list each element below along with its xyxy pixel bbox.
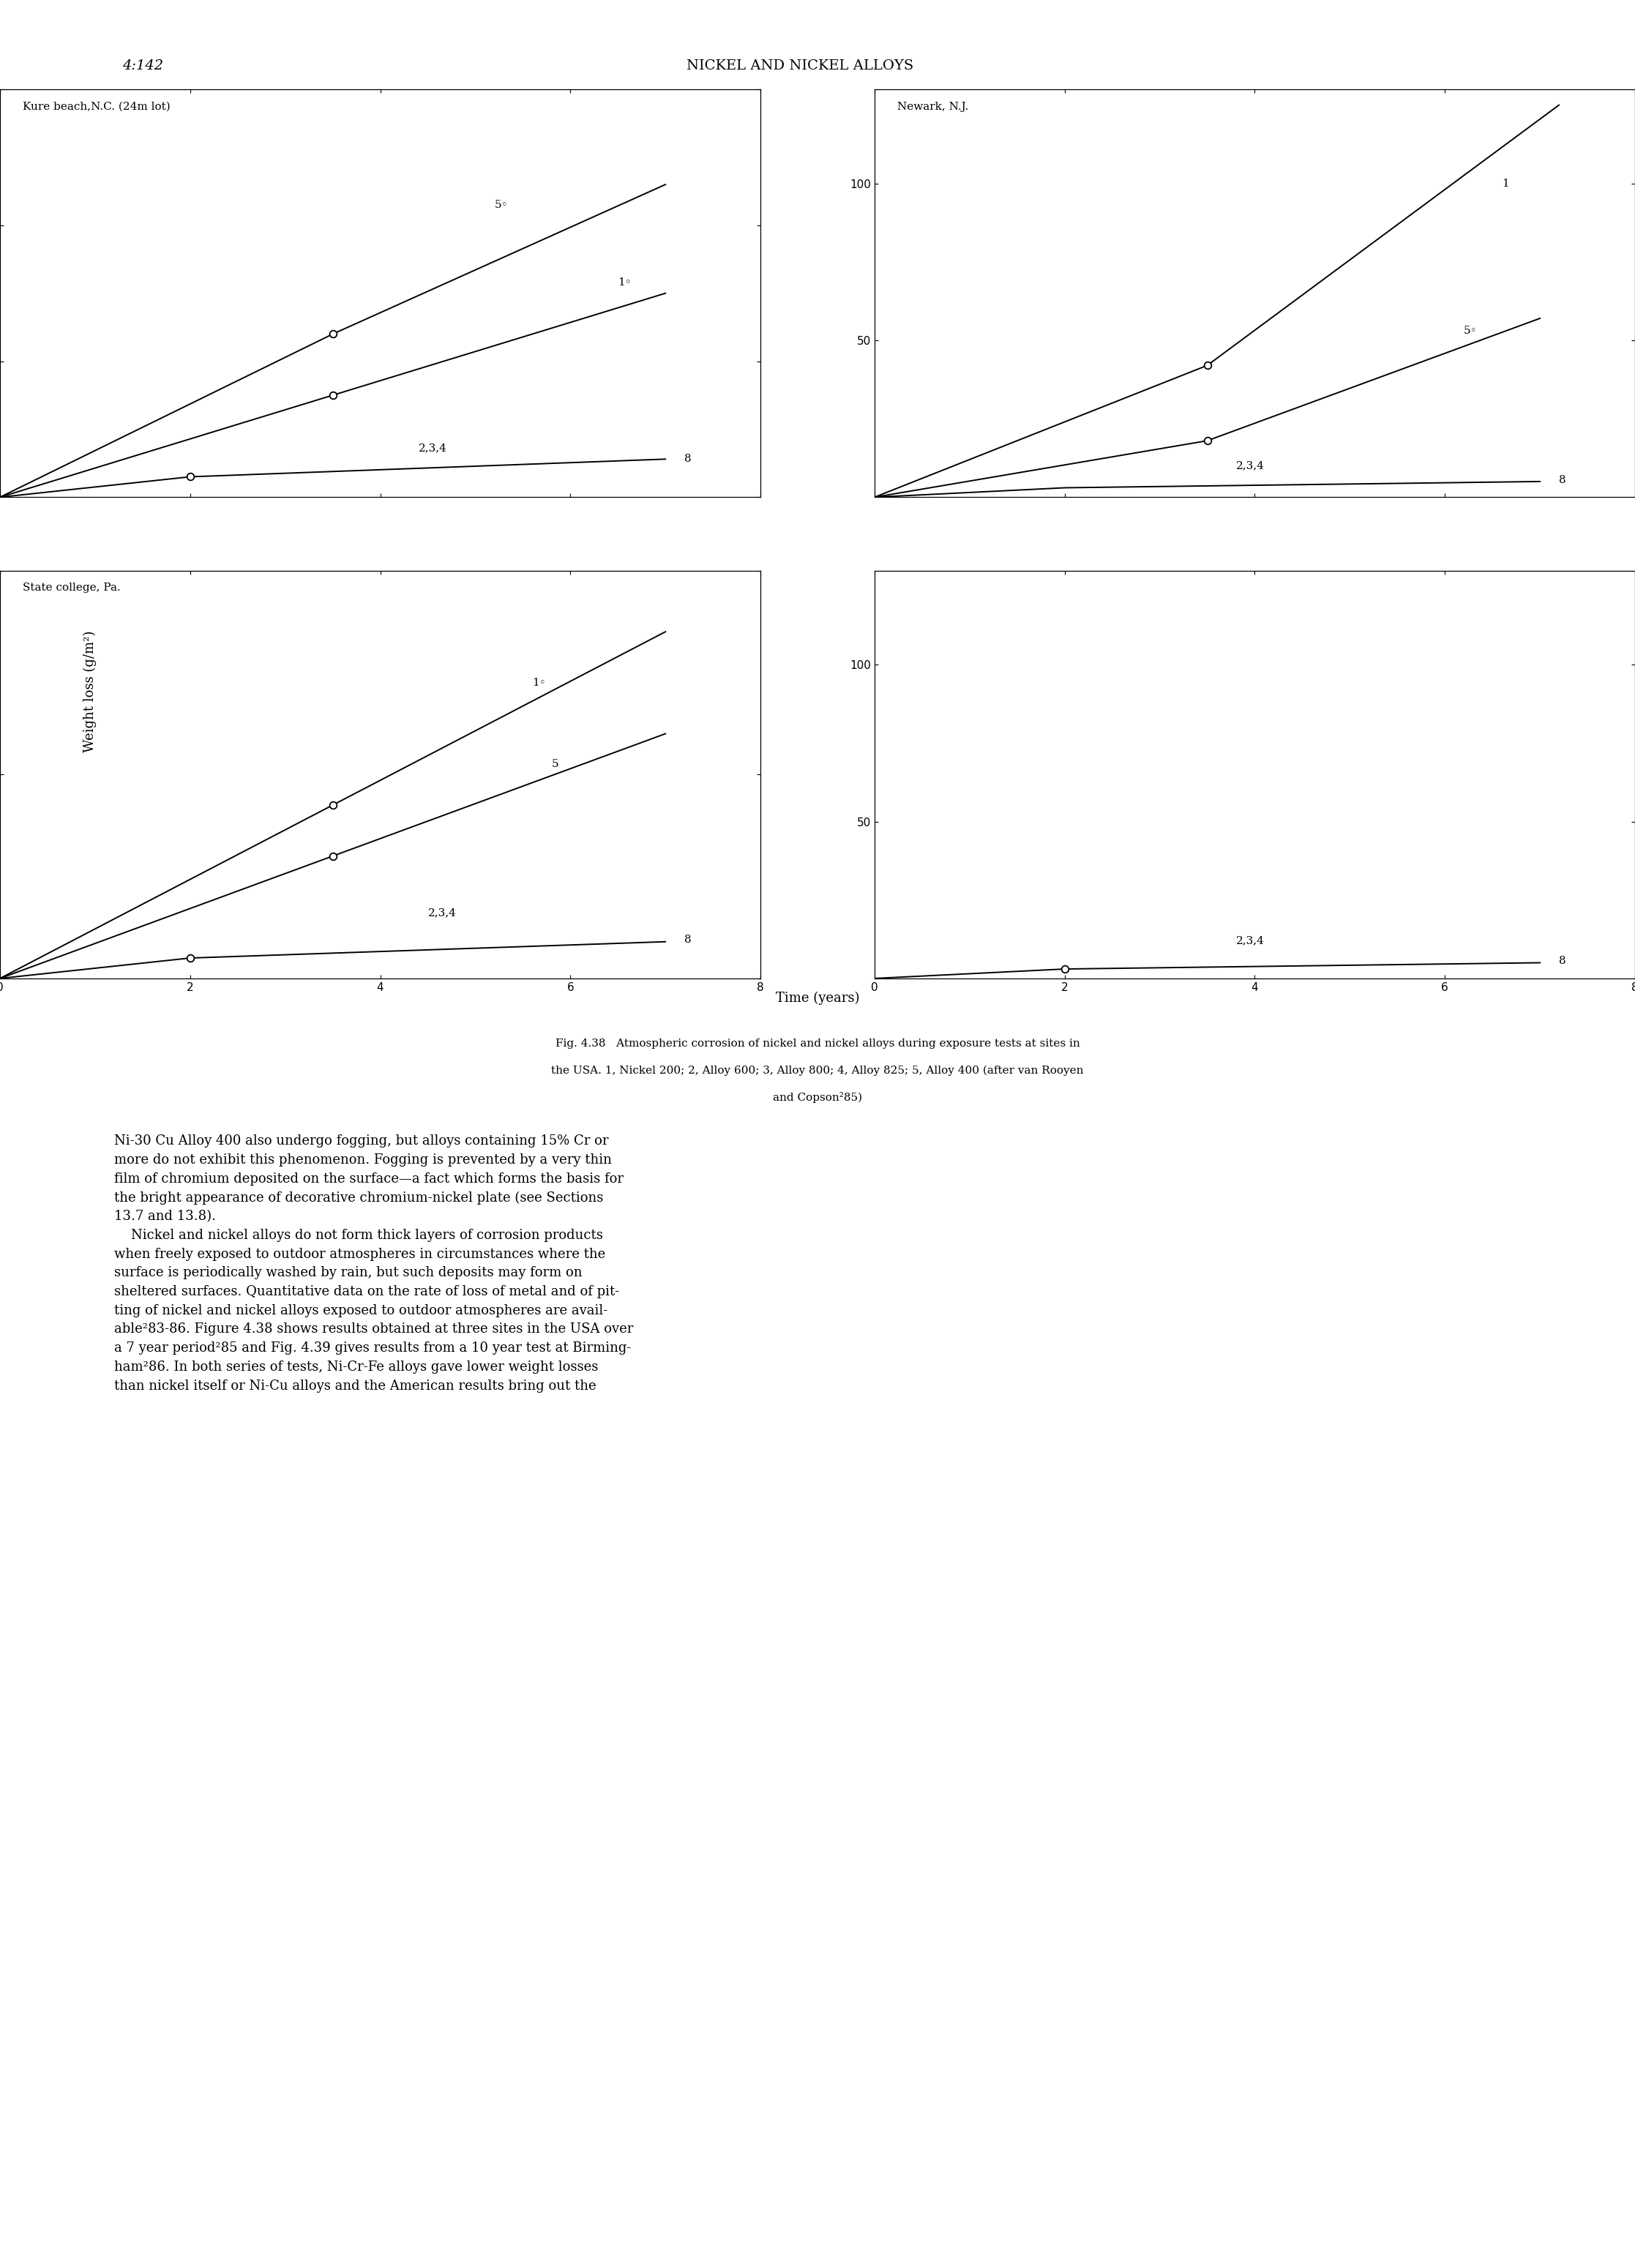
- Text: Fig. 4.38   Atmospheric corrosion of nickel and nickel alloys during exposure te: Fig. 4.38 Atmospheric corrosion of nicke…: [556, 1039, 1079, 1048]
- Text: Weight loss (g/m²): Weight loss (g/m²): [83, 631, 96, 753]
- Text: the USA. 1, Nickel 200; 2, Alloy 600; 3, Alloy 800; 4, Alloy 825; 5, Alloy 400 (: the USA. 1, Nickel 200; 2, Alloy 600; 3,…: [551, 1066, 1084, 1075]
- Text: 1◦: 1◦: [533, 678, 546, 687]
- Text: Time (years): Time (years): [775, 991, 860, 1005]
- Text: State college, Pa.: State college, Pa.: [23, 583, 121, 592]
- Text: 8: 8: [685, 454, 692, 465]
- Text: 8: 8: [685, 934, 692, 946]
- Text: 5◦: 5◦: [494, 200, 508, 211]
- Text: 2,3,4: 2,3,4: [1236, 460, 1264, 472]
- Text: 2,3,4: 2,3,4: [1236, 937, 1264, 946]
- Text: 2,3,4: 2,3,4: [419, 442, 446, 454]
- Text: Newark, N.J.: Newark, N.J.: [898, 102, 968, 111]
- Text: and Copson²85): and Copson²85): [773, 1091, 862, 1102]
- Text: 1: 1: [1503, 179, 1509, 188]
- Text: 2,3,4: 2,3,4: [428, 907, 456, 919]
- Text: 5◦: 5◦: [1463, 327, 1478, 336]
- Text: Ni-30 Cu Alloy 400 also undergo fogging, but alloys containing 15% Cr or
more do: Ni-30 Cu Alloy 400 also undergo fogging,…: [114, 1134, 634, 1393]
- Text: Kure beach,N.C. (24m lot): Kure beach,N.C. (24m lot): [23, 102, 170, 111]
- Text: 4:142: 4:142: [123, 59, 164, 73]
- Text: NICKEL AND NICKEL ALLOYS: NICKEL AND NICKEL ALLOYS: [687, 59, 914, 73]
- Text: 5: 5: [551, 760, 559, 769]
- Text: 1◦: 1◦: [618, 277, 631, 288]
- Text: 8: 8: [1558, 957, 1566, 966]
- Text: 8: 8: [1558, 474, 1566, 485]
